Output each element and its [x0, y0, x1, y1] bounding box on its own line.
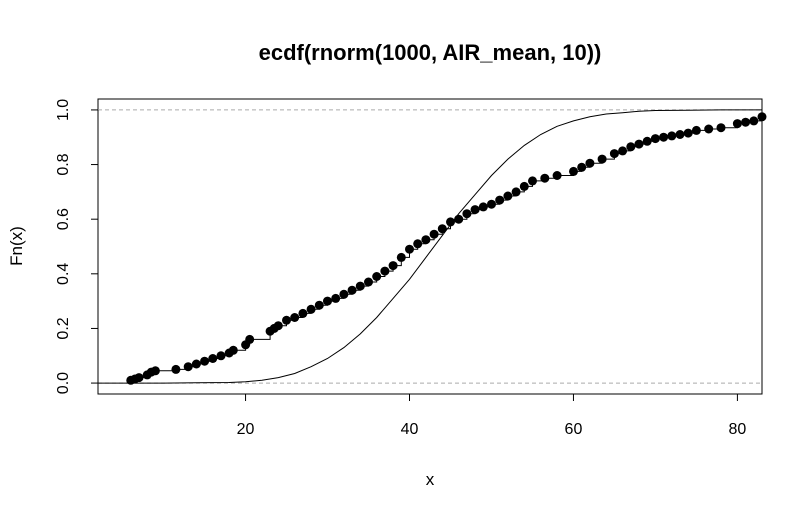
- ecdf-point: [421, 235, 431, 245]
- ecdf-point: [429, 229, 439, 239]
- ecdf-point: [626, 142, 636, 152]
- ecdf-point: [667, 131, 677, 141]
- reference-lines: [98, 109, 762, 384]
- ecdf-point: [298, 308, 308, 318]
- ecdf-point: [323, 296, 332, 306]
- ecdf-point: [569, 166, 578, 176]
- ecdf-step-line: [97, 116, 763, 384]
- ecdf-point: [495, 195, 505, 205]
- ecdf-point: [478, 202, 488, 212]
- plot-area-frame: [97, 98, 763, 395]
- ecdf-point: [470, 205, 480, 215]
- ecdf-point: [396, 252, 406, 262]
- ecdf-point: [540, 173, 550, 183]
- ecdf-point: [245, 334, 255, 344]
- ecdf-point: [749, 116, 759, 126]
- ecdf-point: [413, 239, 423, 249]
- y-tick-label: 0.2: [55, 317, 72, 339]
- ecdf-point: [462, 209, 472, 219]
- ecdf-point: [437, 224, 447, 234]
- x-axis-label: x: [426, 470, 435, 489]
- ecdf-point: [716, 123, 726, 133]
- chart-title: ecdf(rnorm(1000, AIR_mean, 10)): [259, 40, 602, 65]
- y-tick-label: 0.0: [55, 372, 72, 394]
- ecdf-point: [691, 125, 701, 135]
- ecdf-point: [191, 359, 201, 369]
- x-tick-label: 80: [729, 421, 747, 438]
- ecdf-point: [503, 191, 513, 201]
- ecdf-point: [597, 154, 607, 164]
- x-tick-label: 60: [565, 421, 583, 438]
- ecdf-point: [683, 128, 693, 138]
- ecdf-point: [757, 112, 767, 122]
- ecdf-point: [675, 130, 685, 139]
- ecdf-point: [314, 300, 324, 310]
- ecdf-point: [200, 356, 210, 366]
- ecdf-point: [732, 119, 742, 129]
- ecdf-point: [585, 158, 595, 168]
- x-tick-label: 20: [237, 421, 255, 438]
- ecdf-point: [134, 373, 144, 383]
- ecdf-point: [704, 124, 714, 134]
- ecdf-point: [650, 134, 660, 144]
- ecdf-point: [511, 187, 521, 197]
- y-tick-label: 1.0: [55, 99, 72, 121]
- ecdf-point: [228, 345, 238, 355]
- ecdf-point: [380, 266, 390, 276]
- ecdf-point: [446, 217, 455, 227]
- y-tick-label: 0.4: [55, 263, 72, 285]
- ecdf-point: [183, 362, 193, 372]
- ecdf-point: [347, 285, 357, 295]
- series-curves: [97, 109, 763, 384]
- ecdf-point: [741, 117, 751, 127]
- y-axis: 0.0 0.2 0.4 0.6 0.8 1.0: [55, 99, 99, 394]
- ecdf-point: [552, 171, 562, 180]
- ecdf-point: [364, 277, 373, 287]
- ecdf-point: [388, 261, 398, 271]
- ecdf-point: [642, 136, 652, 146]
- ecdf-point: [306, 304, 316, 314]
- ecdf-point: [405, 244, 414, 254]
- ecdf-point: [487, 199, 496, 209]
- ecdf-point: [290, 313, 300, 322]
- ecdf-point: [150, 366, 160, 376]
- ecdf-point: [634, 139, 644, 149]
- ecdf-point: [216, 351, 226, 361]
- ecdf-point: [618, 146, 628, 156]
- ecdf-point: [282, 315, 291, 325]
- ecdf-point: [519, 181, 529, 191]
- ecdf-point: [171, 364, 181, 374]
- normal-cdf-curve: [130, 109, 762, 384]
- x-axis: 20 40 60 80: [237, 393, 747, 438]
- ecdf-point: [454, 214, 464, 224]
- y-tick-label: 0.6: [55, 208, 72, 230]
- ecdf-point: [372, 272, 382, 281]
- x-tick-label: 40: [401, 421, 419, 438]
- y-tick-label: 0.8: [55, 153, 72, 175]
- ecdf-point: [609, 149, 619, 159]
- series-points: [126, 112, 767, 385]
- ecdf-point: [331, 293, 341, 303]
- ecdf-point: [339, 289, 349, 299]
- ecdf-point: [659, 132, 669, 142]
- ecdf-point: [273, 321, 283, 331]
- ecdf-point: [577, 162, 587, 172]
- y-axis-label: Fn(x): [7, 226, 26, 266]
- ecdf-point: [528, 176, 537, 186]
- ecdf-point: [208, 354, 218, 363]
- ecdf-point: [355, 281, 365, 291]
